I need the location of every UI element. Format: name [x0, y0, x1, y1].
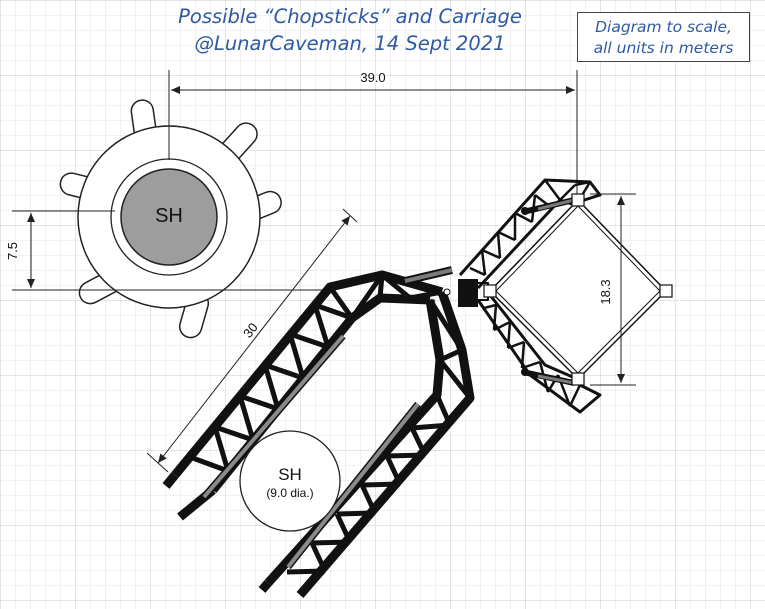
booster-diameter-label: (9.0 dia.): [266, 486, 313, 500]
booster-label: SH: [155, 205, 183, 227]
arm-hinge: [458, 279, 478, 307]
dimension-horizontal: [168, 70, 578, 195]
diagram-title: Possible “Chopsticks” and Carriage: [178, 5, 522, 28]
dimension-arm-length: [146, 208, 358, 473]
caught-booster-label: SH: [278, 465, 302, 484]
frame-node-bottom: [571, 372, 585, 386]
scale-note-line1: Diagram to scale,: [595, 18, 732, 36]
scale-note-line2: all units in meters: [593, 39, 734, 57]
caught-booster-circle: [239, 430, 341, 532]
frame-node-left: [483, 284, 497, 298]
chopstick-arm-left: [162, 270, 475, 598]
dimension-horizontal-label: 39.0: [360, 70, 385, 85]
diagram-subtitle: @LunarCaveman, 14 Sept 2021: [194, 32, 506, 55]
dimension-carriage-label: 18.3: [598, 279, 613, 304]
frame-node-top: [571, 193, 585, 207]
scale-note-box: Diagram to scale, all units in meters: [577, 12, 750, 62]
dimension-vertical-label: 7.5: [5, 242, 20, 260]
frame-node-right: [659, 284, 673, 298]
dimension-carriage: [590, 193, 636, 386]
